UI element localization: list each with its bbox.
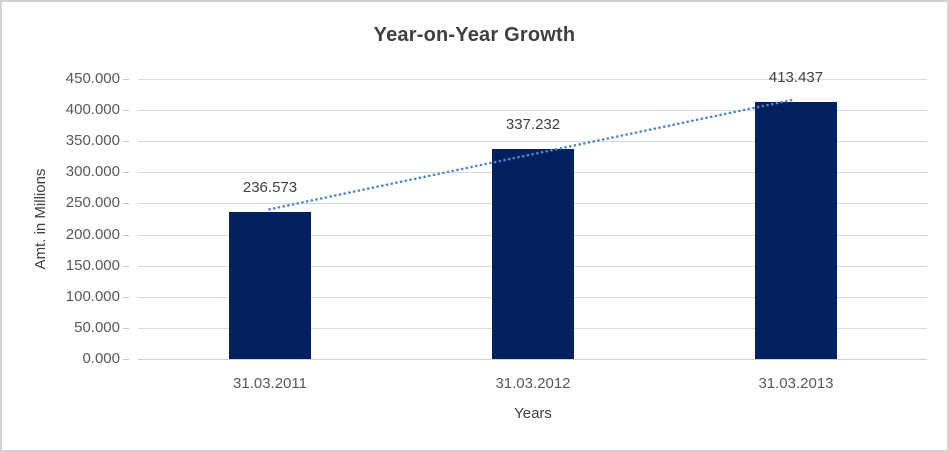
y-tick-label: 300.000: [65, 163, 120, 180]
y-tick-mark: [123, 141, 129, 142]
bar: [755, 102, 837, 359]
y-tick-label: 200.000: [65, 226, 120, 243]
y-tick-mark: [123, 235, 129, 236]
y-tick-label: 0.000: [82, 350, 120, 367]
x-tick-label: 31.03.2012: [495, 375, 571, 392]
y-tick-mark: [123, 297, 129, 298]
y-tick-label: 400.000: [65, 101, 120, 118]
chart-title: Year-on-Year Growth: [373, 24, 576, 46]
bar: [229, 212, 311, 359]
y-tick-label: 450.000: [65, 70, 120, 87]
x-tick-label: 31.03.2013: [758, 375, 834, 392]
x-axis-title: Years: [514, 405, 552, 422]
x-axis-line: [138, 359, 927, 360]
y-tick-mark: [123, 110, 129, 111]
bar-value-label: 337.232: [505, 116, 561, 133]
y-tick-mark: [123, 203, 129, 204]
x-tick-label: 31.03.2011: [233, 375, 307, 392]
y-tick-label: 50.000: [74, 319, 120, 336]
y-tick-mark: [123, 79, 129, 80]
bar-value-label: 236.573: [242, 179, 298, 196]
y-tick-label: 350.000: [65, 132, 120, 149]
y-tick-mark: [123, 266, 129, 267]
y-tick-label: 250.000: [65, 194, 120, 211]
y-tick-label: 100.000: [65, 288, 120, 305]
y-tick-label: 150.000: [65, 257, 120, 274]
bar-value-label: 413.437: [768, 69, 824, 86]
y-tick-mark: [123, 172, 129, 173]
gridline: [138, 79, 927, 80]
y-axis-title: Amt. in Millions: [32, 168, 49, 270]
y-tick-mark: [123, 359, 129, 360]
bar: [492, 149, 574, 359]
y-tick-mark: [123, 328, 129, 329]
